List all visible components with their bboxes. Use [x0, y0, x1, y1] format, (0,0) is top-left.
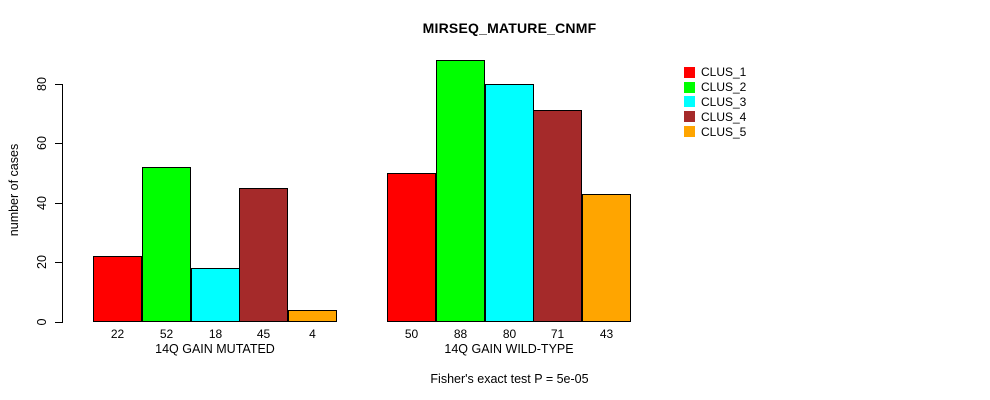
legend-label: CLUS_2 [701, 80, 747, 95]
legend-label: CLUS_4 [701, 109, 747, 124]
bar-clus_5 [288, 310, 337, 322]
bar-value-label: 88 [453, 327, 468, 341]
y-axis-tick-label: 80 [35, 77, 49, 91]
bar-clus_5 [582, 194, 631, 322]
legend-swatch [684, 81, 695, 93]
legend-swatch [684, 111, 695, 123]
legend-label: CLUS_5 [701, 124, 747, 139]
y-axis-tick [55, 84, 62, 85]
y-axis-tick [55, 203, 62, 204]
bar-clus_1 [387, 173, 436, 322]
bar-clus_3 [191, 268, 240, 322]
y-axis-tick [55, 143, 62, 144]
bar-value-label: 50 [404, 327, 419, 341]
legend-item: CLUS_4 [684, 109, 746, 124]
chart-title: MIRSEQ_MATURE_CNMF [422, 20, 597, 36]
legend-label: CLUS_1 [701, 65, 747, 80]
bar-clus_4 [239, 188, 288, 322]
bar-clus_3 [485, 84, 534, 322]
legend-label: CLUS_3 [701, 94, 747, 109]
y-axis-tick [55, 262, 62, 263]
x-axis-group-label: 14Q GAIN WILD-TYPE [444, 342, 574, 356]
legend-swatch [684, 126, 695, 138]
bar-value-label: 22 [110, 327, 125, 341]
bar-clus_2 [436, 60, 485, 322]
bar-value-label: 4 [309, 327, 316, 341]
bar-value-label: 45 [256, 327, 271, 341]
bar-clus_2 [142, 167, 191, 322]
y-axis-label: number of cases [7, 143, 21, 237]
bar-value-label: 52 [159, 327, 174, 341]
bar-clus_4 [533, 110, 582, 322]
bar-value-label: 80 [502, 327, 517, 341]
x-axis-group-label: 14Q GAIN MUTATED [155, 342, 275, 356]
y-axis-line [62, 83, 63, 323]
bar-value-label: 71 [550, 327, 565, 341]
y-axis-tick-label: 60 [35, 136, 49, 150]
legend-item: CLUS_2 [684, 80, 746, 95]
legend-item: CLUS_3 [684, 95, 746, 110]
legend-item: CLUS_5 [684, 124, 746, 139]
legend-item: CLUS_1 [684, 65, 746, 80]
bar-clus_1 [93, 256, 142, 322]
bar-value-label: 18 [208, 327, 223, 341]
legend-swatch [684, 66, 695, 78]
annotation-text: Fisher's exact test P = 5e-05 [430, 372, 589, 386]
y-axis-tick-label: 0 [35, 318, 49, 326]
y-axis-tick-label: 40 [35, 196, 49, 210]
y-axis-tick-label: 20 [35, 255, 49, 269]
legend: CLUS_1 CLUS_2 CLUS_3 CLUS_4 CLUS_5 [684, 65, 746, 139]
y-axis-tick [55, 322, 62, 323]
bar-value-label: 43 [599, 327, 614, 341]
legend-swatch [684, 96, 695, 108]
